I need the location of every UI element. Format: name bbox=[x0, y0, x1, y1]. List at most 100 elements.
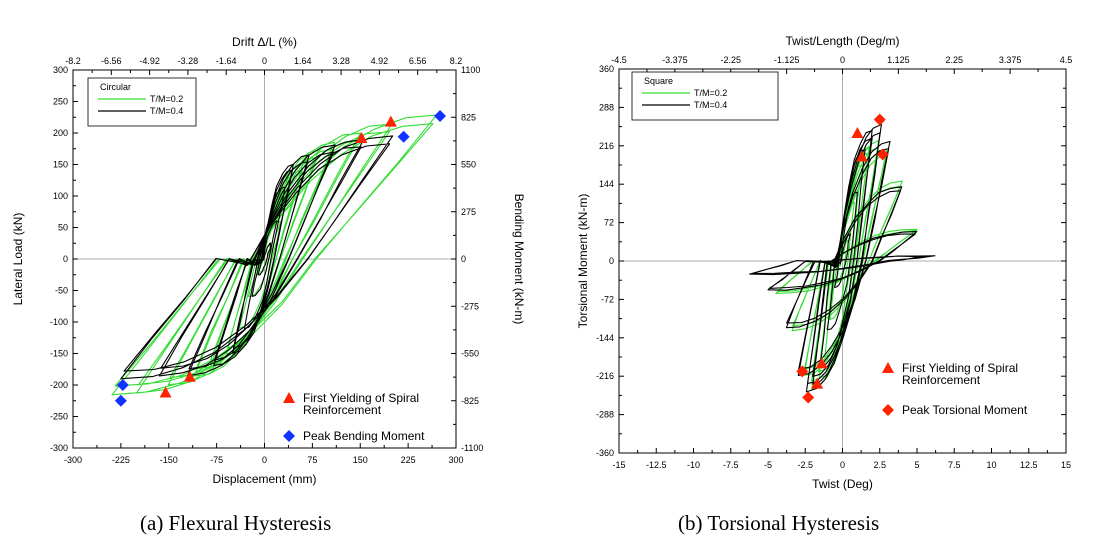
x-tick-label: -225 bbox=[112, 455, 130, 465]
x2-tick-label: -1.125 bbox=[774, 55, 800, 65]
x2-tick-label: 3.375 bbox=[999, 55, 1022, 65]
caption-torsional-hysteresis: (b) Torsional Hysteresis bbox=[678, 511, 880, 535]
x2-tick-label: -3.375 bbox=[662, 55, 688, 65]
y2-tick-label: -1100 bbox=[461, 443, 483, 453]
marker-peak-torsional-moment bbox=[796, 365, 809, 378]
marker-peak-torsional-moment bbox=[873, 113, 886, 126]
x-tick-label: 75 bbox=[307, 455, 317, 465]
marker-first-yielding-of-spiral-reinforcement bbox=[384, 115, 397, 127]
x-tick-label: -150 bbox=[160, 455, 178, 465]
x2-tick-label: -6.56 bbox=[101, 56, 122, 66]
x2-axis-label: Twist/Length (Deg/m) bbox=[785, 34, 899, 48]
x2-tick-label: -4.5 bbox=[611, 55, 627, 65]
x-tick-label: 150 bbox=[353, 455, 368, 465]
x2-tick-label: 3.28 bbox=[332, 56, 350, 66]
x-tick-label: 0 bbox=[262, 455, 267, 465]
series-t-m-0-4 bbox=[749, 123, 936, 393]
marker-first-yielding-of-spiral-reinforcement bbox=[855, 150, 868, 162]
legend-box bbox=[87, 77, 197, 127]
x-axis-label: Twist (Deg) bbox=[812, 477, 873, 491]
y-tick-label: 100 bbox=[53, 191, 68, 201]
y-tick-label: 288 bbox=[599, 102, 614, 112]
x-tick-label: 225 bbox=[401, 455, 416, 465]
x2-tick-label: 8.2 bbox=[450, 56, 463, 66]
x-tick-label: -15 bbox=[612, 460, 625, 470]
y-tick-label: -200 bbox=[50, 380, 68, 390]
marker-peak-torsional-moment bbox=[876, 148, 889, 161]
y-tick-label: 150 bbox=[53, 160, 68, 170]
y2-tick-label: -550 bbox=[461, 349, 479, 359]
x2-tick-label: 4.92 bbox=[371, 56, 389, 66]
y-tick-label: 200 bbox=[53, 128, 68, 138]
marker-peak-bending-moment bbox=[434, 109, 447, 122]
x2-tick-label: 4.5 bbox=[1060, 55, 1073, 65]
x-tick-label: 15 bbox=[1061, 460, 1071, 470]
legend-title: Circular bbox=[100, 82, 131, 92]
x2-tick-label: 1.64 bbox=[294, 56, 312, 66]
x-tick-label: 2.5 bbox=[873, 460, 886, 470]
legend-label-t-m-0-4: T/M=0.4 bbox=[150, 106, 183, 116]
marker-peak-bending-moment bbox=[397, 130, 410, 143]
y-axis-label: Torsional Moment (kN-m) bbox=[576, 194, 590, 329]
y-tick-label: 360 bbox=[599, 64, 614, 74]
x-tick-label: 5 bbox=[914, 460, 919, 470]
y-tick-label: 216 bbox=[599, 141, 614, 151]
y2-axis-label: Bending Moment (kN-m) bbox=[512, 194, 526, 325]
x2-tick-label: 2.25 bbox=[945, 55, 963, 65]
torsional-hysteresis-chart: -15 -12.5 -10 -7.5 -5 -2.5 0 2.5 5 7.5 10 12.5 15 -4.… bbox=[576, 34, 1073, 491]
marker-legend-symbol-peak-torsional-moment bbox=[882, 404, 894, 416]
y2-tick-label: 550 bbox=[461, 160, 476, 170]
marker-first-yielding-of-spiral-reinforcement bbox=[811, 377, 824, 389]
y-tick-label: 50 bbox=[58, 223, 68, 233]
y-tick-label: -300 bbox=[50, 443, 68, 453]
y-tick-label: 0 bbox=[609, 256, 614, 266]
y2-tick-label: -275 bbox=[461, 301, 479, 311]
marker-peak-bending-moment bbox=[116, 379, 129, 391]
y-tick-label: -100 bbox=[50, 317, 68, 327]
y-tick-label: -50 bbox=[55, 286, 68, 296]
plot-area bbox=[111, 114, 438, 396]
marker-legend-label-first-yielding-of-spiral-reinforcement: First Yielding of Spiral Reinforcement bbox=[303, 391, 419, 417]
y-tick-label: 250 bbox=[53, 97, 68, 107]
y-tick-label: 144 bbox=[599, 179, 614, 189]
marker-legend-label-first-yielding-of-spiral-reinforcement: First Yielding of Spiral Reinforcement bbox=[902, 361, 1018, 387]
x-tick-label: -300 bbox=[64, 455, 82, 465]
marker-legend-symbol-first-yielding-of-spiral-reinforcement bbox=[283, 392, 295, 403]
marker-legend-label-peak-torsional-moment: Peak Torsional Moment bbox=[902, 403, 1028, 417]
y-tick-label: -216 bbox=[596, 371, 614, 381]
marker-first-yielding-of-spiral-reinforcement bbox=[851, 127, 864, 138]
legend-title: Square bbox=[644, 76, 673, 86]
y-tick-label: -150 bbox=[50, 349, 68, 359]
y2-tick-label: 275 bbox=[461, 207, 476, 217]
x-tick-label: 7.5 bbox=[948, 460, 961, 470]
marker-legend-symbol-peak-bending-moment bbox=[283, 430, 295, 442]
x2-tick-label: 0 bbox=[262, 56, 267, 66]
marker-legend-label-peak-bending-moment: Peak Bending Moment bbox=[303, 429, 425, 443]
plot-area bbox=[749, 123, 936, 393]
x2-tick-label: -4.92 bbox=[139, 56, 160, 66]
y-tick-label: 0 bbox=[63, 254, 68, 264]
x-tick-label: -75 bbox=[210, 455, 223, 465]
x-tick-label: 0 bbox=[840, 460, 845, 470]
y-tick-label: 300 bbox=[53, 65, 68, 75]
legend-box bbox=[631, 71, 779, 121]
y2-tick-label: 0 bbox=[461, 254, 466, 264]
x2-tick-label: 1.125 bbox=[887, 55, 910, 65]
y-axis-label: Lateral Load (kN) bbox=[11, 213, 25, 306]
y-tick-label: 72 bbox=[604, 218, 614, 228]
marker-first-yielding-of-spiral-reinforcement bbox=[159, 386, 172, 398]
x-tick-label: 10 bbox=[986, 460, 996, 470]
x-tick-label: -2.5 bbox=[797, 460, 813, 470]
flexural-hysteresis-chart: -300 -225 -150 -75 0 75 150 225 300-8.2 -6.56 -4.9… bbox=[11, 35, 526, 486]
legend-label-t-m-0-2: T/M=0.2 bbox=[150, 94, 183, 104]
y-tick-label: -250 bbox=[50, 412, 68, 422]
legend-label-t-m-0-4: T/M=0.4 bbox=[694, 100, 727, 110]
x2-tick-label: -3.28 bbox=[178, 56, 199, 66]
caption-flexural-hysteresis: (a) Flexural Hysteresis bbox=[140, 511, 332, 535]
marker-peak-bending-moment bbox=[114, 394, 127, 407]
y-tick-label: -144 bbox=[596, 333, 614, 343]
x-tick-label: -12.5 bbox=[646, 460, 667, 470]
legend-label-t-m-0-2: T/M=0.2 bbox=[694, 88, 727, 98]
x-axis-label: Displacement (mm) bbox=[212, 472, 316, 486]
